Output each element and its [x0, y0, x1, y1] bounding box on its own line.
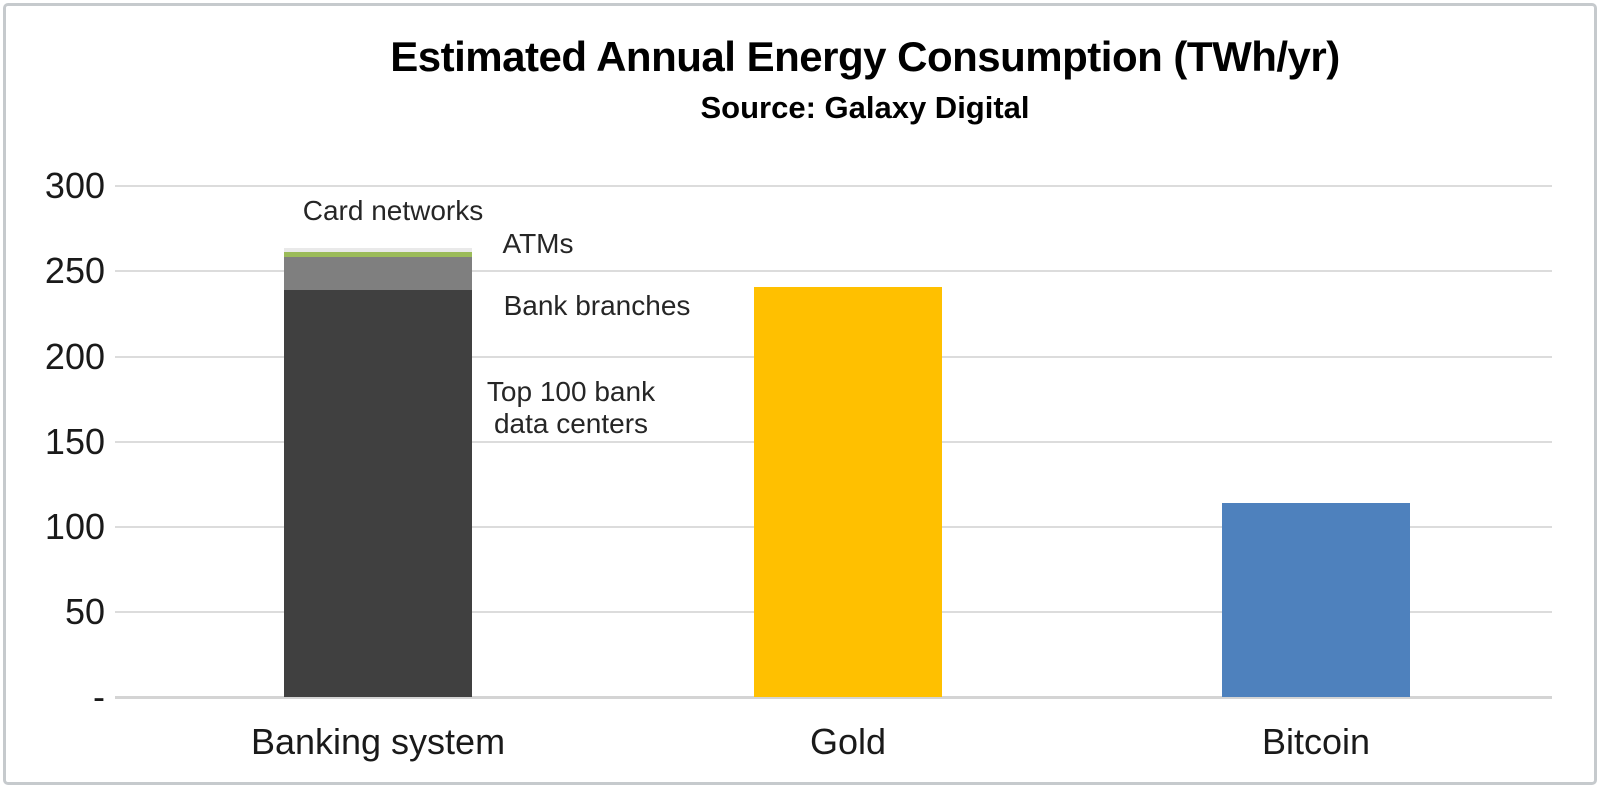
- chart-title: Estimated Annual Energy Consumption (TWh…: [390, 33, 1340, 80]
- annotation-top-100: Top 100 bank data centers: [486, 376, 656, 439]
- bar-segment-atms: [284, 251, 472, 257]
- bar-segment-bank-branches: [284, 256, 472, 291]
- category-label-banking-system: Banking system: [250, 721, 506, 762]
- y-tick-label-0: -: [93, 676, 105, 717]
- annotation-atms: ATMs: [502, 228, 574, 259]
- category-label-gold: Gold: [809, 721, 887, 762]
- y-tick-label-200: 200: [44, 335, 105, 377]
- y-tick-label-250: 250: [44, 250, 105, 292]
- bar-segment-gold: [754, 287, 942, 697]
- gridline-250: [115, 270, 1552, 273]
- y-tick-label-50: 50: [64, 590, 105, 632]
- annotation-card-networks: Card networks: [302, 195, 484, 226]
- category-label-bitcoin: Bitcoin: [1261, 721, 1371, 762]
- annotation-bank-branches: Bank branches: [503, 290, 691, 321]
- chart-subtitle: Source: Galaxy Digital: [700, 90, 1030, 125]
- bar-segment-bitcoin: [1222, 503, 1410, 697]
- y-tick-label-150: 150: [44, 420, 105, 462]
- gridline-0: [115, 696, 1552, 699]
- bar-segment-top-100-bank-data-centers: [284, 290, 472, 697]
- bar-segment-card-networks: [284, 248, 472, 252]
- y-tick-label-100: 100: [44, 505, 105, 547]
- gridline-300: [115, 185, 1552, 188]
- y-tick-label-300: 300: [44, 165, 105, 207]
